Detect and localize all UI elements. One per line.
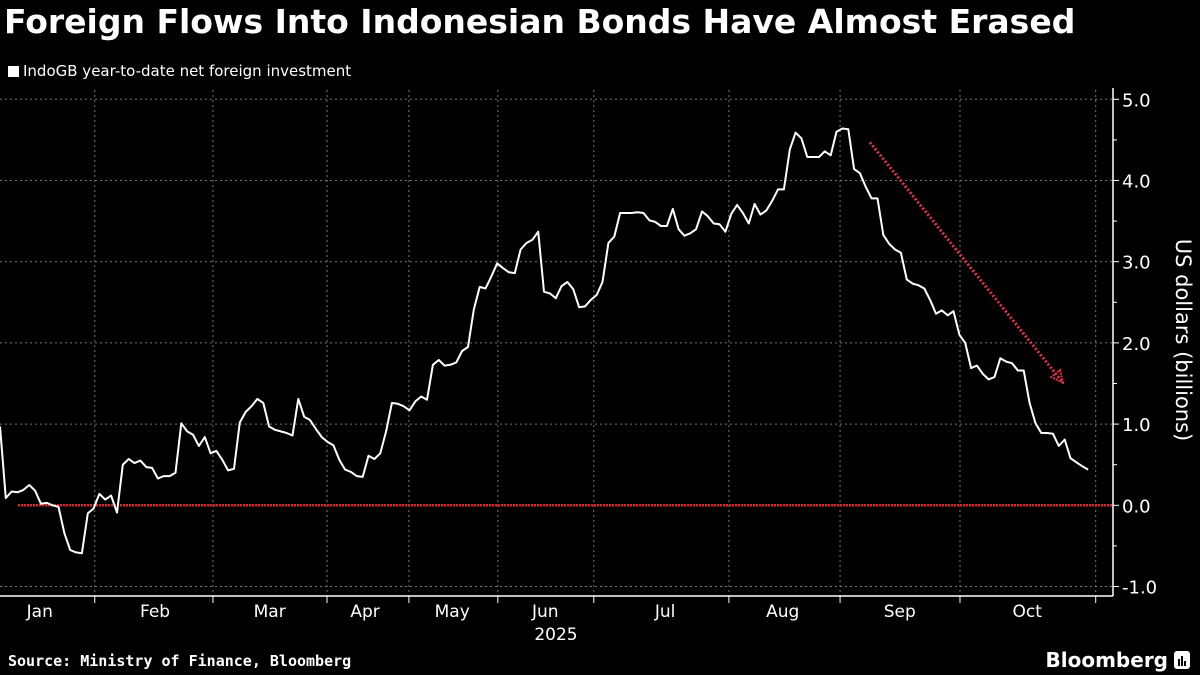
legend-label: IndoGB year-to-date net foreign investme… bbox=[23, 62, 352, 80]
x-axis-year-label: 2025 bbox=[534, 625, 577, 645]
marks bbox=[0, 127, 1113, 555]
x-tick-label: Jul bbox=[654, 602, 676, 622]
trend-arrow-head-icon bbox=[1049, 368, 1065, 385]
y-tick-label: 3.0 bbox=[1122, 253, 1151, 274]
brand-name: Bloomberg bbox=[1045, 648, 1168, 672]
legend: IndoGB year-to-date net foreign investme… bbox=[8, 62, 351, 80]
x-tick-label: Feb bbox=[140, 602, 170, 622]
y-tick-label: 2.0 bbox=[1122, 334, 1151, 355]
x-tick-label: Jun bbox=[531, 602, 559, 622]
source-note: Source: Ministry of Finance, Bloomberg bbox=[8, 652, 352, 670]
x-tick-label: Jan bbox=[26, 602, 53, 622]
axes: 5.0 4.0 3.0 2.0 1.0 0.0 -1.0 Jan Feb Mar Apr May Jun… bbox=[0, 88, 1157, 622]
chart-title: Foreign Flows Into Indonesian Bonds Have… bbox=[4, 2, 1076, 41]
x-tick-label: Sep bbox=[884, 602, 916, 622]
x-tick-label: Mar bbox=[254, 602, 286, 622]
series-line bbox=[0, 127, 1089, 555]
trend-arrow-shaft bbox=[868, 141, 1065, 384]
y-tick-label: -1.0 bbox=[1122, 578, 1157, 599]
legend-swatch-icon bbox=[8, 65, 19, 77]
y-tick-label: 1.0 bbox=[1122, 415, 1151, 436]
y-tick-label: 5.0 bbox=[1122, 90, 1151, 111]
x-tick-label: May bbox=[435, 602, 470, 622]
x-tick-label: Aug bbox=[766, 602, 799, 622]
y-axis-label: US dollars (billions) bbox=[1171, 239, 1195, 442]
y-tick-label: 0.0 bbox=[1122, 496, 1151, 517]
bloomberg-logo: Bloomberg bbox=[1046, 648, 1190, 672]
y-tick-label: 4.0 bbox=[1122, 172, 1151, 193]
grid bbox=[0, 90, 1113, 596]
x-tick-label: Apr bbox=[350, 602, 379, 622]
bloomberg-chart-icon bbox=[1174, 651, 1190, 669]
x-tick-label: Oct bbox=[1013, 602, 1043, 622]
